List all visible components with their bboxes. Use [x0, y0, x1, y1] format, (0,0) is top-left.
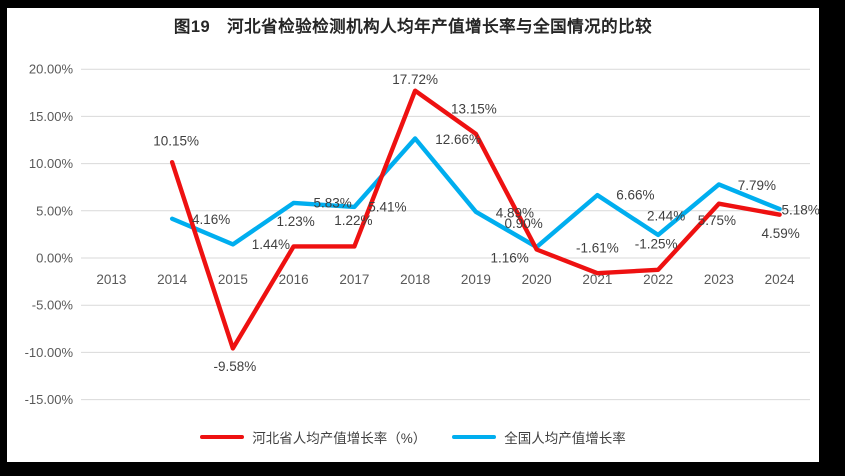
- x-axis-tick-label: 2022: [643, 272, 673, 287]
- hebei-data-label: 0.90%: [504, 216, 542, 231]
- x-axis-tick-label: 2021: [582, 272, 612, 287]
- national-data-label: 6.66%: [616, 188, 654, 203]
- national-data-label: 7.79%: [738, 178, 776, 193]
- x-axis-tick-label: 2016: [279, 272, 309, 287]
- hebei-data-label: 1.23%: [276, 214, 314, 229]
- hebei-data-label: -1.25%: [635, 236, 678, 251]
- y-axis-tick-label: -5.00%: [32, 298, 74, 313]
- x-axis-tick-label: 2015: [218, 272, 248, 287]
- national-data-label: 1.16%: [490, 251, 528, 266]
- hebei-data-label: 10.15%: [153, 134, 199, 149]
- hebei-data-label: 17.72%: [392, 72, 438, 87]
- y-axis-tick-label: -10.00%: [25, 345, 74, 360]
- hebei-data-label: 4.59%: [761, 226, 799, 241]
- hebei-data-label: 13.15%: [451, 101, 497, 116]
- legend-item-hebei: 河北省人均产值增长率（%）: [200, 427, 426, 447]
- national-data-label: 2.44%: [647, 208, 685, 223]
- y-axis-tick-label: -15.00%: [25, 392, 74, 407]
- national-data-label: 5.18%: [781, 203, 819, 218]
- legend-label-national: 全国人均产值增长率: [504, 431, 626, 446]
- legend-label-hebei: 河北省人均产值增长率（%）: [252, 431, 427, 446]
- x-axis-tick-label: 2017: [339, 272, 369, 287]
- national-data-label: 12.66%: [435, 132, 481, 147]
- y-axis-tick-label: 10.00%: [29, 156, 74, 171]
- y-axis-tick-label: 5.00%: [36, 203, 73, 218]
- chart-legend: 河北省人均产值增长率（%） 全国人均产值增长率: [7, 427, 819, 447]
- hebei-line-swatch-icon: [200, 434, 245, 440]
- hebei-data-label: -1.61%: [576, 241, 619, 256]
- x-axis-tick-label: 2020: [522, 272, 552, 287]
- hebei-data-label: -9.58%: [213, 359, 256, 374]
- national-line-swatch-icon: [452, 434, 497, 440]
- national-data-label: 1.44%: [252, 237, 290, 252]
- legend-item-national: 全国人均产值增长率: [452, 427, 626, 447]
- document-page: [7, 8, 819, 462]
- hebei-data-label: 1.22%: [334, 213, 372, 228]
- x-axis-tick-label: 2023: [704, 272, 734, 287]
- national-data-label: 4.16%: [192, 212, 230, 227]
- y-axis-tick-label: 0.00%: [36, 251, 73, 266]
- y-axis-tick-label: 15.00%: [29, 109, 74, 124]
- y-axis-tick-label: 20.00%: [29, 62, 74, 77]
- x-axis-tick-label: 2019: [461, 272, 491, 287]
- hebei-series-line: [169, 88, 782, 351]
- chart-title: 图19 河北省检验检测机构人均年产值增长率与全国情况的比较: [173, 18, 653, 36]
- national-data-label: 5.83%: [313, 195, 351, 210]
- x-axis-tick-label: 2014: [157, 272, 188, 287]
- national-data-label: 5.41%: [368, 199, 406, 214]
- x-axis-tick-label: 2013: [96, 272, 126, 287]
- x-axis-tick-label: 2018: [400, 272, 430, 287]
- national-data-label: 4.89%: [496, 205, 534, 220]
- national-series-line: [169, 136, 782, 250]
- x-axis-tick-label: 2024: [765, 272, 796, 287]
- hebei-data-label: 5.75%: [698, 213, 736, 228]
